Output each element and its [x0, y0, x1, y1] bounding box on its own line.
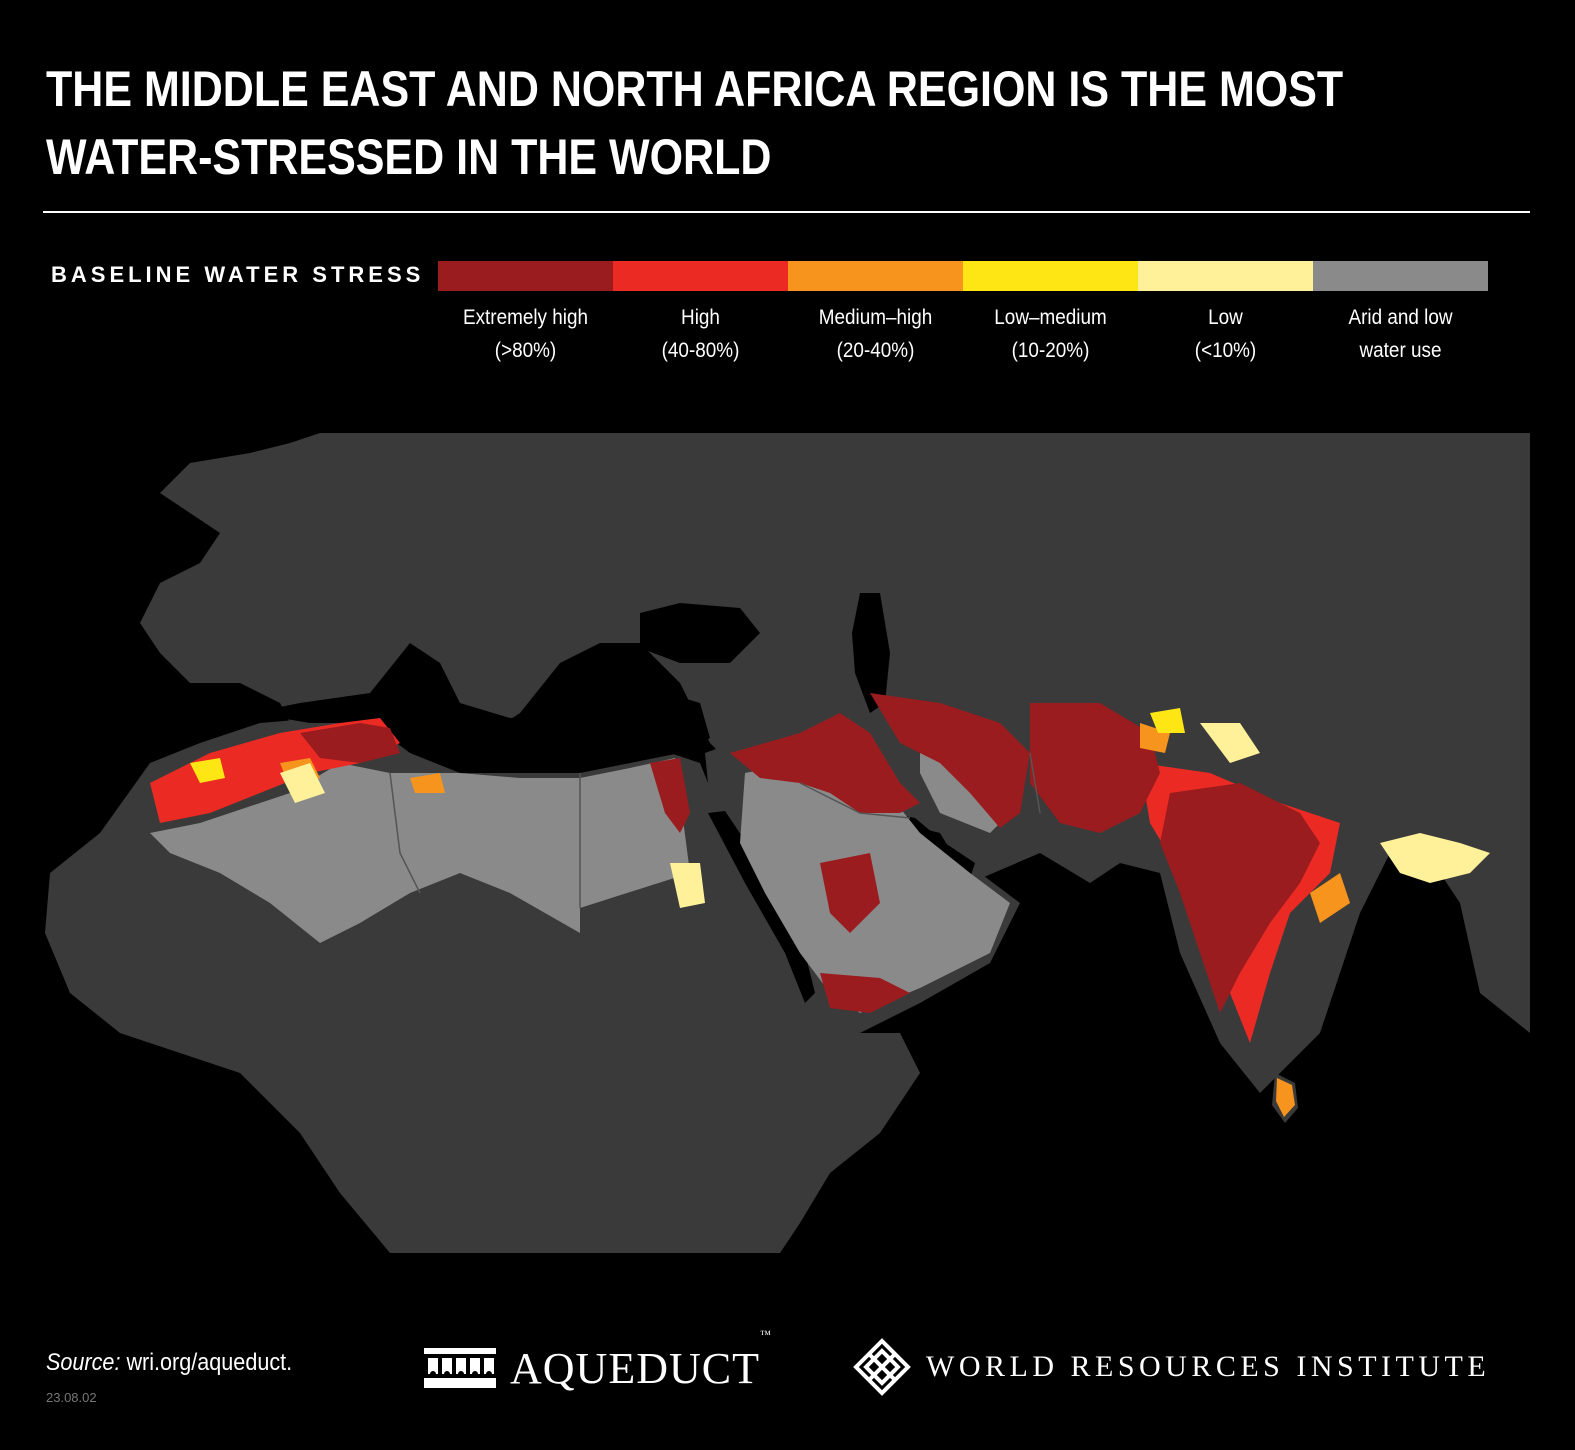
legend-label-low-medium: Low–medium (10-20%) [994, 306, 1107, 362]
legend-labels: Extremely high (>80%) High (40-80%) Medium… [438, 291, 1488, 367]
ext-high-iran-north [870, 693, 1030, 828]
water-stress-map [40, 433, 1530, 1253]
legend-swatch-medium-high [788, 261, 963, 291]
source-note: Source: wri.org/aqueduct. [46, 1349, 292, 1377]
legend-label-medium-high: Medium–high (20-40%) [818, 306, 933, 362]
landmass-eurasia [140, 433, 1530, 1093]
caspian-sea [852, 593, 890, 713]
legend-label-high: High (40-80%) [661, 306, 740, 362]
low-northeast-india [1380, 833, 1490, 883]
legend-swatch-low-medium [963, 261, 1138, 291]
page-title: THE MIDDLE EAST AND NORTH AFRICA REGION … [46, 55, 1343, 191]
legend-title: BASELINE WATER STRESS [51, 262, 425, 287]
aqueduct-icon [424, 1348, 496, 1388]
title-line-1: THE MIDDLE EAST AND NORTH AFRICA REGION … [46, 61, 1344, 117]
title-divider [43, 211, 1530, 213]
ext-high-india [1160, 783, 1320, 1013]
legend-swatch-high [613, 261, 788, 291]
border-algeria-libya [389, 772, 421, 894]
legend: Extremely high (>80%) High (40-80%) Medium… [438, 261, 1488, 367]
ext-high-yemen [820, 973, 910, 1013]
source-link[interactable]: wri.org/aqueduct. [126, 1349, 293, 1376]
low-algeria-tell [280, 763, 325, 803]
ext-high-nile [650, 758, 690, 833]
low-medium-stress-regions [190, 708, 1185, 783]
mediterranean-sea [250, 683, 710, 768]
ext-high-levant-iraq [730, 713, 920, 813]
date-stamp: 23.08.02 [46, 1390, 97, 1405]
low-egypt-south [670, 863, 705, 908]
legend-swatch-arid [1313, 261, 1488, 291]
aqueduct-wordmark: AQUEDUCT™ [510, 1328, 772, 1393]
source-label: Source: [46, 1349, 121, 1376]
black-sea [640, 603, 760, 663]
country-borders [389, 752, 1041, 908]
legend-color-bar [438, 261, 1488, 291]
wri-logo: WORLD RESOURCES INSTITUTE [852, 1335, 1490, 1399]
extremely-high-stress-regions [300, 693, 1320, 1013]
aqueduct-logo: AQUEDUCT™ [424, 1328, 772, 1393]
red-sea [708, 811, 815, 1003]
lowmed-morocco [190, 758, 225, 783]
border-iran-pakistan [1029, 752, 1041, 814]
ext-high-algeria-north [300, 723, 400, 763]
legend-label-arid: Arid and low water use [1348, 306, 1453, 362]
ext-high-central-arabia [820, 853, 880, 933]
legend-label-extremely-high: Extremely high (>80%) [462, 306, 588, 362]
wri-wordmark: WORLD RESOURCES INSTITUTE [926, 1350, 1491, 1383]
lowmed-tibet-edge [1150, 708, 1185, 733]
ext-high-afghanistan-pakistan [1030, 703, 1160, 833]
low-stress-regions [280, 723, 1490, 908]
legend-swatch-extremely-high [438, 261, 613, 291]
legend-label-low: Low (<10%) [1194, 306, 1257, 362]
title-line-2: WATER-STRESSED IN THE WORLD [46, 129, 772, 185]
medhigh-sri-lanka [1276, 1078, 1295, 1117]
medhigh-india-east [1310, 873, 1350, 923]
medhigh-libya-coast [410, 773, 445, 793]
arid-north-africa [150, 758, 690, 943]
low-himalaya [1200, 723, 1260, 763]
wri-knot-icon [853, 1338, 911, 1396]
border-saudi-iraq [799, 782, 911, 819]
legend-swatch-low [1138, 261, 1313, 291]
